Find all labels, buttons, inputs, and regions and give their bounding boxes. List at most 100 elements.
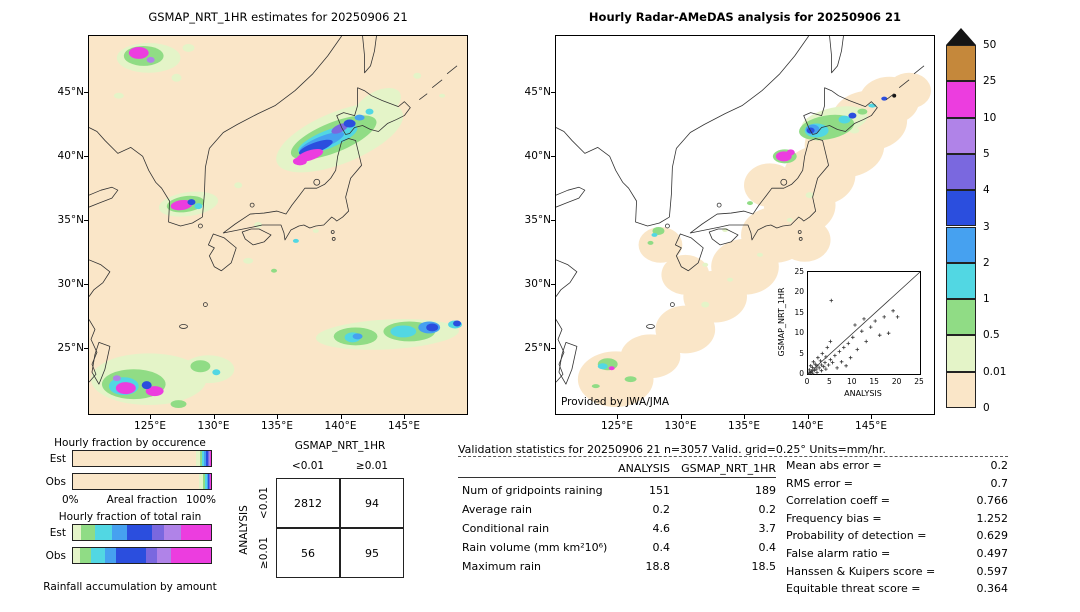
precip-cell [881,96,888,101]
coast-oki [249,202,255,208]
left-map-canvas [88,35,463,409]
score-label: RMS error = [786,476,853,490]
score-value: 0.597 [976,564,1009,578]
bar-segment-violet [209,474,210,489]
precip-cell [331,123,348,134]
bar-segment-lightGreen [79,548,91,563]
stacked-bar [72,450,212,467]
precip-cell [112,375,121,382]
lat-tick-label: 40°N [524,150,551,162]
coast-shandong [555,186,586,208]
colorbar-box [946,371,976,408]
inset-ylabel: GSMAP_NRT_1HR [777,287,786,357]
precip-cell [190,360,211,373]
lon-tick-label: 130°E [664,420,697,432]
coast-kuriles [419,65,458,100]
score-label: Mean abs error = [786,459,882,472]
stats-row-label: Maximum rain [462,560,541,573]
colorbar-box [946,335,976,372]
coverage-cell [638,226,683,263]
precip-cell [171,73,182,82]
left-map [88,35,468,415]
score-label: Hanssen & Kuipers score = [786,564,936,578]
lat-tick-mark [551,348,555,349]
colorbar-label: 25 [983,75,997,88]
coastlines [88,35,458,385]
precip-cell [182,43,195,52]
lat-tick-mark [551,220,555,221]
precip-cell [390,325,417,338]
lon-tick-mark [871,415,872,419]
coast-hokkaido [803,87,878,135]
stats-analysis-value: 18.8 [645,560,671,573]
bar-segment-lightBlue [204,451,207,466]
precip-cell [413,72,422,79]
lat-tick-mark [551,284,555,285]
bar-segment-cream [73,474,200,489]
contingency-cell: 94 [340,478,404,528]
coast-sakhalin [362,35,377,74]
stats-dashed-rule [458,456,1008,457]
bar-segment-lightGreen [199,451,203,466]
precip-cell [145,386,164,397]
lat-tick-label: 25°N [524,342,551,354]
bar-segment-blue [206,451,208,466]
score-value: 0.497 [976,547,1009,560]
contingency-row-0: <0.01 [258,486,270,520]
coast-oki [716,202,722,208]
coverage-cell [661,254,710,295]
coast-kyushu [674,233,704,272]
colorbar-box [946,299,976,336]
lon-tick-mark [680,415,682,419]
stats-analysis-value: 151 [649,484,670,497]
totalrain-title: Hourly fraction of total rain [58,511,202,523]
precip-cell [343,119,356,128]
bar-segment-purple [208,451,210,466]
bar-segment-lightGreen [202,474,206,489]
precip-cell [141,381,152,390]
stats-row-label: Num of gridpoints raining [462,484,603,497]
coast-tsushima [198,223,203,229]
coast-honshu [689,138,829,241]
coast-shandong [88,186,119,208]
lat-tick-mark [84,156,88,157]
lat-tick-mark [551,156,555,157]
coast-korea-east [669,35,809,218]
contingency-cell: 95 [340,528,404,578]
precip-cell [352,333,363,340]
stats-gsmap-value: 0.2 [758,503,777,516]
stats-row-label: Conditional rain [462,522,550,535]
right-map-canvas [555,35,932,408]
bar-segment-cyan [90,548,105,563]
precip-cell [212,369,221,376]
lon-tick-mark [340,415,342,419]
precip-cell [354,114,365,121]
stats-title: Validation statistics for 20250906 21 n=… [458,443,886,456]
contingency-cell: 56 [276,528,340,578]
stats-analysis-value: 4.6 [652,522,671,535]
precip-cell [234,182,243,189]
coast-izu-2 [331,237,336,241]
stacked-bar [72,547,212,564]
precip-cell [591,384,600,389]
lon-tick-label: 140°E [791,420,824,432]
lon-tick-mark [744,415,745,419]
precip-cell [857,108,868,115]
lat-tick-label: 25°N [57,342,84,354]
precip-cell [354,87,401,124]
lon-tick-mark [807,415,809,419]
lon-tick-mark [617,415,618,419]
stats-analysis-value: 0.2 [652,503,671,516]
coast-kuriles [886,65,925,100]
coast-korea-west [555,127,670,227]
precip-cell [128,46,149,59]
score-value: 0.629 [976,529,1009,543]
precip-cell [652,226,665,235]
lon-tick-label: 145°E [388,420,420,432]
bar-segment-blue [115,548,147,563]
bar-row-label: Est [49,527,66,539]
stats-col2-header: GSMAP_NRT_1HR [681,462,776,475]
precip-cell [426,323,439,332]
precip-cell [243,257,254,264]
